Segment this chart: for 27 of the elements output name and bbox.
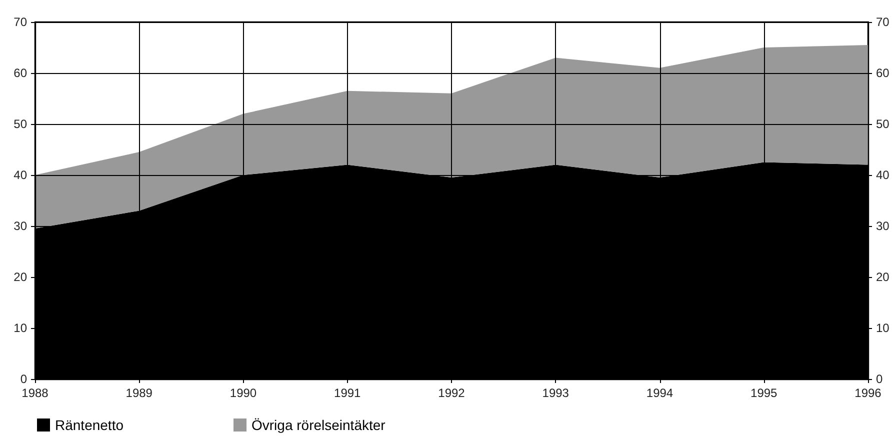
y2-tick-label: 20: [876, 270, 890, 284]
y2-tick-label: 40: [876, 168, 890, 182]
x-tick-label: 1993: [542, 386, 570, 400]
y2-tick-label: 60: [876, 66, 890, 80]
x-tick-label: 1995: [750, 386, 778, 400]
y-tick-label: 10: [14, 321, 28, 335]
legend-label: Övriga rörelseintäkter: [251, 417, 386, 433]
y2-tick-label: 30: [876, 219, 890, 233]
y2-tick-label: 10: [876, 321, 890, 335]
y-tick-label: 0: [20, 372, 28, 386]
y-tick-label: 50: [14, 117, 28, 131]
y-tick-label: 60: [14, 66, 28, 80]
legend-label: Räntenetto: [55, 417, 124, 433]
y-tick-label: 30: [14, 219, 28, 233]
y2-tick-label: 70: [876, 15, 890, 29]
x-tick-label: 1994: [646, 386, 674, 400]
x-tick-label: 1996: [854, 386, 882, 400]
x-tick-label: 1991: [334, 386, 362, 400]
y2-tick-label: 0: [876, 372, 883, 386]
x-tick-label: 1989: [126, 386, 153, 400]
y-tick-label: 20: [14, 270, 28, 284]
y-tick-label: 40: [14, 168, 28, 182]
y-tick-label: 70: [14, 15, 28, 29]
x-tick-label: 1992: [438, 386, 466, 400]
x-tick-label: 1990: [230, 386, 257, 400]
x-tick-label: 1988: [22, 386, 49, 400]
y2-tick-label: 50: [876, 117, 890, 131]
